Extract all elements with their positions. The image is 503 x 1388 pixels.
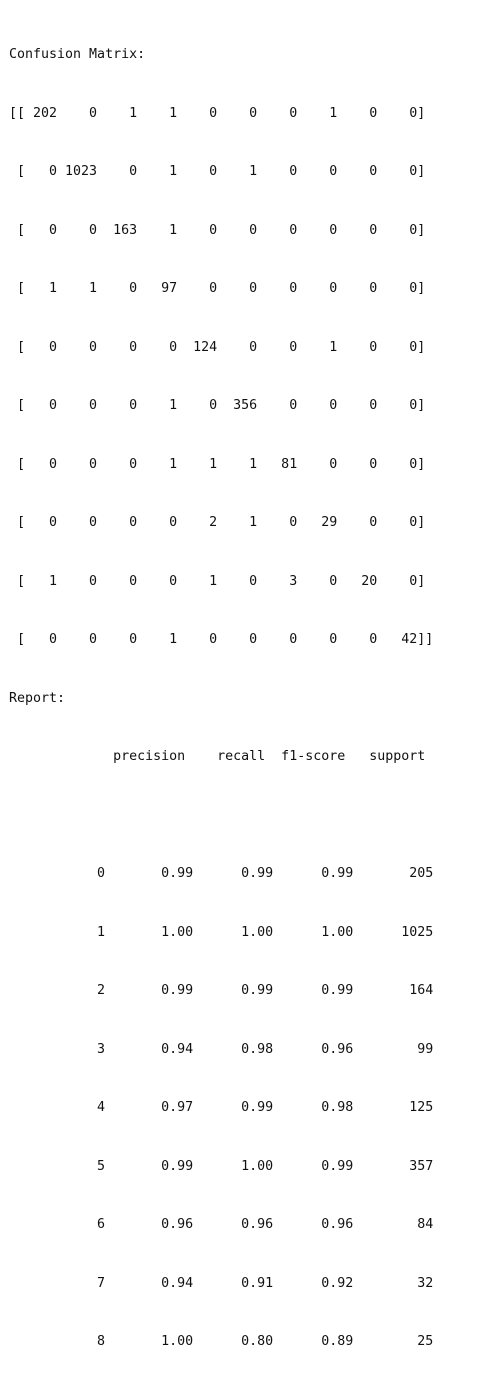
matrix-row: [ 0 0 0 0 124 0 0 1 0 0] [9,339,426,355]
matrix-row: [ 0 0 163 1 0 0 0 0 0 0] [9,222,426,238]
report-row: 1 1.00 1.00 1.00 1025 [9,924,434,940]
matrix-row: [ 1 1 0 97 0 0 0 0 0 0] [9,281,426,296]
report-row: 4 0.97 0.99 0.98 125 [9,1100,434,1115]
matrix-row: [[ 202 0 1 1 0 0 0 1 0 0] [9,105,426,121]
report-row: 8 1.00 0.80 0.89 25 [9,1334,434,1349]
report-row: 2 0.99 0.99 0.99 164 [9,983,434,998]
matrix-row: [ 0 0 0 0 2 1 0 29 0 0] [9,515,426,530]
report-header: precision recall f1-score support [9,749,426,764]
matrix-row: [ 0 1023 0 1 0 1 0 0 0 0] [9,164,426,179]
matrix-row: [ 0 0 0 1 0 356 0 0 0 0] [9,398,426,413]
report-title: Report: [9,690,66,706]
report-row: 0 0.99 0.99 0.99 205 [9,866,434,881]
matrix-row: [ 0 0 0 1 1 1 81 0 0 0] [9,456,426,472]
report-row: 6 0.96 0.96 0.96 84 [9,1217,434,1232]
report-row: 5 0.99 1.00 0.99 357 [9,1158,434,1174]
console-output: Confusion Matrix: [[ 202 0 1 1 0 0 0 1 0… [9,6,433,1388]
report-row: 7 0.94 0.91 0.92 32 [9,1275,434,1291]
matrix-row: [ 0 0 0 1 0 0 0 0 0 42]] [9,632,434,647]
report-row: 3 0.94 0.98 0.96 99 [9,1041,434,1057]
matrix-row: [ 1 0 0 0 1 0 3 0 20 0] [9,573,426,589]
blank-line [9,806,433,826]
confusion-matrix-title: Confusion Matrix: [9,47,146,62]
